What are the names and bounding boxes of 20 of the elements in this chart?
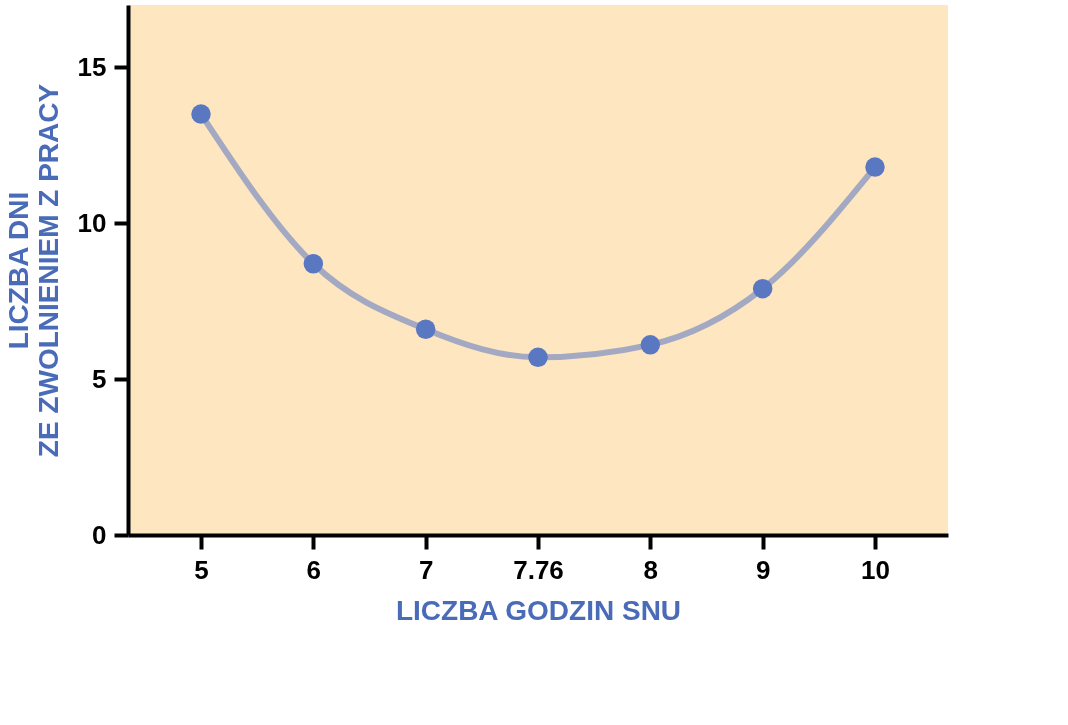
x-tick-label: 7.76 (513, 554, 564, 585)
point (191, 104, 211, 124)
x-tick-label: 7 (418, 554, 434, 585)
y-tick-label: 5 (92, 363, 107, 394)
point (415, 319, 436, 339)
x-tick-label: 6 (306, 554, 322, 585)
x-tick-label: 10 (861, 554, 890, 585)
y-tick-label: 15 (77, 51, 107, 82)
point (528, 347, 548, 368)
x-axis-title: LICZBA GODZIN SNU (395, 594, 682, 626)
point (303, 254, 324, 274)
point (640, 335, 661, 355)
point (752, 278, 773, 299)
point (865, 157, 885, 177)
x-tick-label: 9 (755, 554, 771, 585)
x-tick-label: 5 (194, 554, 209, 585)
y-axis-title: LICZBA DNI ZE ZWOLNIENIEM Z PRACY (2, 83, 64, 458)
y-tick-label: 0 (92, 519, 107, 550)
x-tick-label: 8 (643, 554, 659, 585)
y-tick-label: 10 (77, 207, 107, 238)
